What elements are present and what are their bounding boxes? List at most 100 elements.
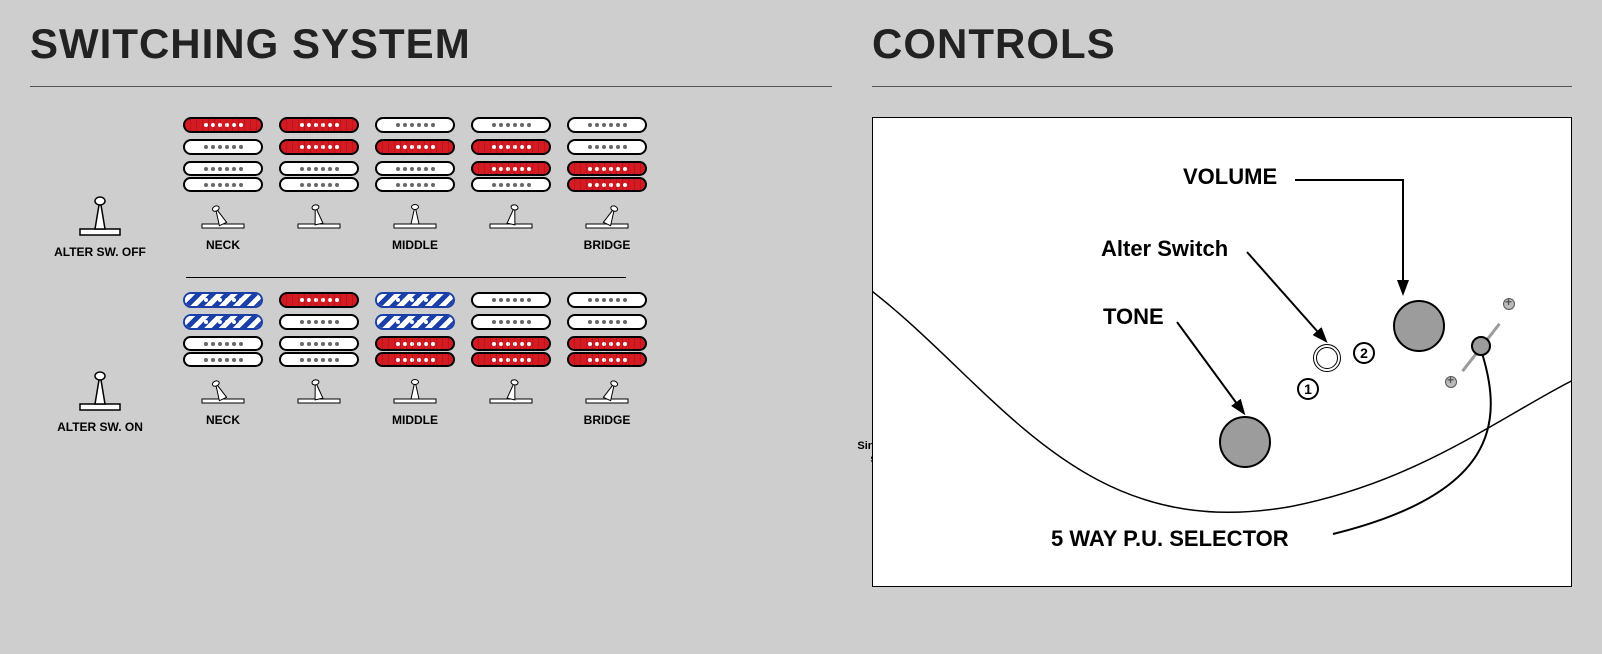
pickup-coil bbox=[567, 314, 647, 330]
alter-off-toggle-icon bbox=[75, 193, 125, 239]
position-column bbox=[276, 117, 362, 252]
humbucker bbox=[183, 161, 263, 192]
pickup-coil bbox=[471, 314, 551, 330]
pickup-coil bbox=[471, 292, 551, 308]
pickup-coil bbox=[279, 292, 359, 308]
position-toggle-icon bbox=[486, 202, 536, 230]
alter-on-block: ALTER SW. ON NECK MIDDLE BRIDGE ON OFF S… bbox=[40, 292, 832, 434]
pickup-coil bbox=[375, 292, 455, 308]
pickup-coil bbox=[183, 352, 263, 367]
position-column bbox=[468, 117, 554, 252]
position-column: BRIDGE bbox=[564, 117, 650, 252]
switching-diagram: ALTER SW. OFF NECK MIDDLE BRIDGE ALTER S… bbox=[30, 117, 832, 434]
selector-screw-1 bbox=[1503, 298, 1515, 310]
pickup-coil bbox=[279, 139, 359, 155]
circled-1: 1 bbox=[1297, 378, 1319, 400]
pickup-coil bbox=[279, 352, 359, 367]
pickup-coil bbox=[279, 117, 359, 133]
position-toggle-icon bbox=[390, 202, 440, 230]
pickup-coil bbox=[375, 161, 455, 176]
position-column: MIDDLE bbox=[372, 292, 458, 427]
position-toggle-icon bbox=[294, 202, 344, 230]
position-toggle-icon bbox=[582, 377, 632, 405]
humbucker bbox=[279, 336, 359, 367]
pickup-coil bbox=[279, 336, 359, 351]
pickup-coil bbox=[567, 139, 647, 155]
position-label: NECK bbox=[206, 413, 240, 427]
mid-divider bbox=[186, 277, 626, 278]
humbucker bbox=[279, 161, 359, 192]
position-toggle-icon bbox=[198, 202, 248, 230]
pickup-coil bbox=[375, 352, 455, 367]
position-column bbox=[276, 292, 362, 427]
title-divider-2 bbox=[872, 86, 1572, 87]
tone-label: TONE bbox=[1103, 304, 1164, 330]
pickup-coil bbox=[471, 336, 551, 351]
alter-switch-label: Alter Switch bbox=[1101, 236, 1228, 262]
pickup-coil bbox=[567, 336, 647, 351]
position-toggle-icon bbox=[486, 377, 536, 405]
pickup-coil bbox=[183, 177, 263, 192]
humbucker bbox=[471, 161, 551, 192]
position-column: NECK bbox=[180, 292, 266, 427]
position-label bbox=[317, 238, 320, 252]
position-label: BRIDGE bbox=[584, 238, 631, 252]
pickup-coil bbox=[471, 161, 551, 176]
title-divider bbox=[30, 86, 832, 87]
position-label bbox=[509, 238, 512, 252]
pickup-coil bbox=[279, 177, 359, 192]
selector-label: 5 WAY P.U. SELECTOR bbox=[1051, 526, 1289, 552]
controls-diagram: VOLUME Alter Switch TONE 5 WAY P.U. SELE… bbox=[872, 117, 1572, 587]
pickup-coil bbox=[279, 161, 359, 176]
pickup-coil bbox=[279, 314, 359, 330]
humbucker bbox=[375, 336, 455, 367]
position-column bbox=[468, 292, 554, 427]
selector-knob-icon bbox=[1471, 336, 1491, 356]
pickup-coil bbox=[471, 352, 551, 367]
pickup-coil bbox=[567, 117, 647, 133]
pickup-coil bbox=[183, 161, 263, 176]
pickup-coil bbox=[183, 139, 263, 155]
pickup-coil bbox=[375, 314, 455, 330]
arrow-selector bbox=[1325, 344, 1535, 554]
controls-title: CONTROLS bbox=[872, 20, 1572, 68]
humbucker bbox=[567, 336, 647, 367]
humbucker bbox=[375, 161, 455, 192]
selector-screw-2 bbox=[1445, 376, 1457, 388]
tone-knob bbox=[1219, 416, 1271, 468]
alter-off-block: ALTER SW. OFF NECK MIDDLE BRIDGE bbox=[40, 117, 832, 259]
position-label bbox=[317, 413, 320, 427]
pickup-coil bbox=[183, 314, 263, 330]
position-column: MIDDLE bbox=[372, 117, 458, 252]
alter-on-toggle-icon bbox=[75, 368, 125, 414]
alter-on-label: ALTER SW. ON bbox=[40, 420, 160, 434]
position-column: NECK bbox=[180, 117, 266, 252]
pickup-coil bbox=[375, 177, 455, 192]
pickup-coil bbox=[471, 177, 551, 192]
position-toggle-icon bbox=[294, 377, 344, 405]
switching-title: SWITCHING SYSTEM bbox=[30, 20, 832, 68]
pickup-coil bbox=[183, 292, 263, 308]
alter-switch-icon bbox=[1313, 344, 1341, 372]
humbucker bbox=[471, 336, 551, 367]
pickup-coil bbox=[375, 336, 455, 351]
position-label: MIDDLE bbox=[392, 413, 438, 427]
pickup-coil bbox=[567, 161, 647, 176]
pickup-coil bbox=[183, 336, 263, 351]
pickup-coil bbox=[567, 292, 647, 308]
position-toggle-icon bbox=[198, 377, 248, 405]
position-label: NECK bbox=[206, 238, 240, 252]
position-label bbox=[509, 413, 512, 427]
pickup-coil bbox=[471, 117, 551, 133]
humbucker bbox=[183, 336, 263, 367]
position-toggle-icon bbox=[390, 377, 440, 405]
pickup-coil bbox=[567, 352, 647, 367]
alter-off-label: ALTER SW. OFF bbox=[40, 245, 160, 259]
position-toggle-icon bbox=[582, 202, 632, 230]
pickup-coil bbox=[567, 177, 647, 192]
arrow-tone bbox=[1173, 318, 1259, 426]
position-column: BRIDGE bbox=[564, 292, 650, 427]
volume-label: VOLUME bbox=[1183, 164, 1277, 190]
circled-2: 2 bbox=[1353, 342, 1375, 364]
position-label: BRIDGE bbox=[584, 413, 631, 427]
